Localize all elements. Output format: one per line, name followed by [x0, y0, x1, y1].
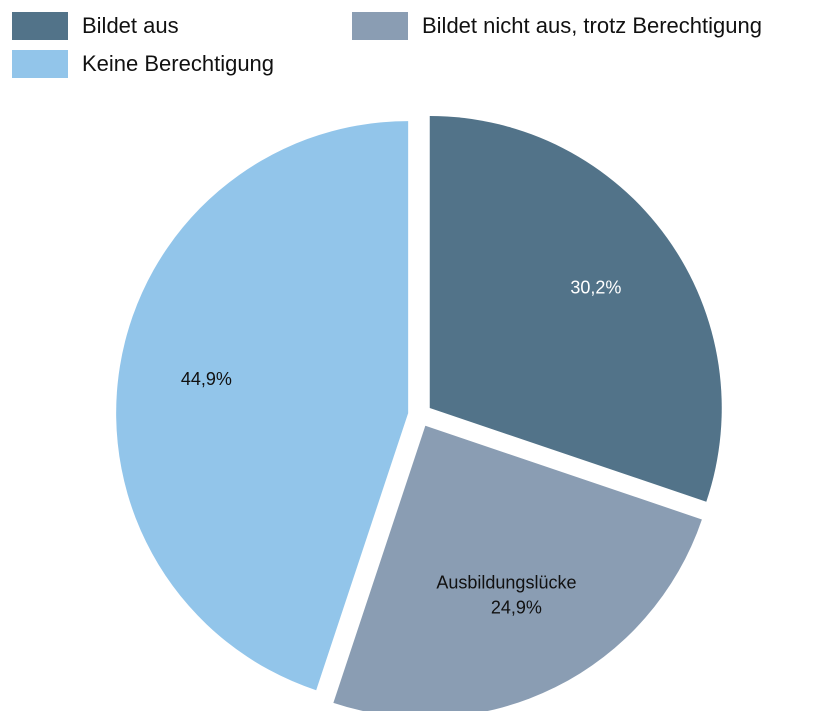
value-label: 44,9% — [181, 369, 232, 389]
value-label: 24,9% — [491, 597, 542, 617]
pie-slice — [429, 116, 722, 502]
legend-swatch — [12, 50, 68, 78]
legend-label: Keine Berechtigung — [82, 51, 274, 76]
value-label: 30,2% — [570, 278, 621, 298]
legend-label: Bildet aus — [82, 13, 179, 38]
legend-swatch — [12, 12, 68, 40]
slice-annotation: Ausbildungslücke — [436, 572, 576, 592]
legend-swatch — [352, 12, 408, 40]
legend-label: Bildet nicht aus, trotz Berechtigung — [422, 13, 762, 38]
pie-slice — [333, 425, 702, 711]
pie-slice — [116, 121, 409, 691]
